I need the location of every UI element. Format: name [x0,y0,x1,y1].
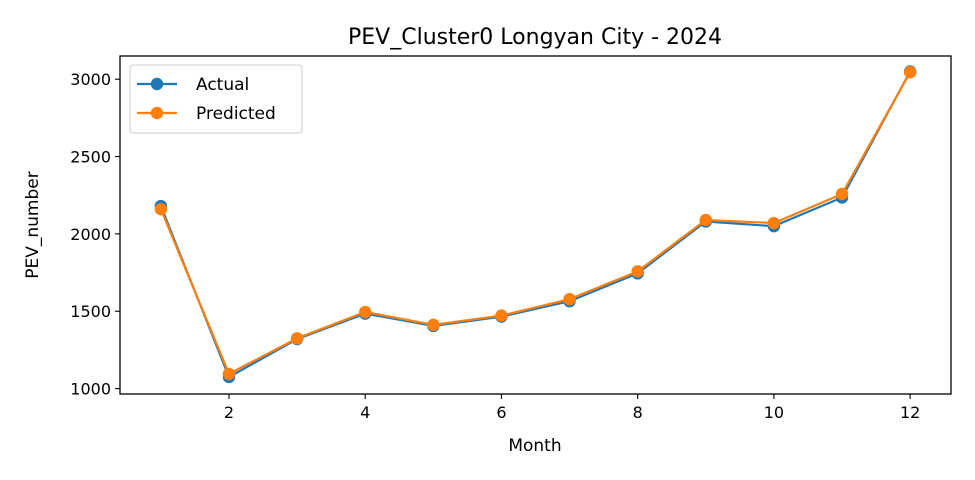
data-point-predicted [290,332,304,345]
x-tick-label: 2 [224,403,234,422]
data-point-predicted [767,216,781,230]
y-tick-label: 3000 [70,70,111,89]
y-tick-label: 1000 [70,380,111,399]
legend-marker-predicted [150,106,164,120]
y-axis-label: PEV_number [23,171,43,278]
data-point-predicted [495,309,508,322]
y-tick-label: 2000 [70,225,111,244]
legend-label-actual: Actual [196,75,249,95]
x-tick-label: 8 [633,403,643,422]
legend: Actual Predicted [129,64,303,134]
data-point-predicted [427,318,440,332]
series-line-predicted [159,71,912,375]
x-tick-label: 10 [764,403,784,422]
data-point-predicted [154,202,168,216]
data-point-predicted [631,265,644,278]
data-point-predicted [222,367,236,381]
y-axis-ticks: 1000 1500 2000 2500 3000 [70,70,120,399]
data-point-predicted [835,187,849,201]
data-point-predicted [903,66,917,79]
x-tick-label: 6 [496,403,506,422]
y-tick-label: 2500 [70,148,111,167]
x-axis-label: Month [508,436,561,456]
chart-title: PEV_Cluster0 Longyan City - 2024 [348,25,722,50]
legend-label-predicted: Predicted [196,104,276,124]
plot-area [119,55,952,395]
y-tick-label: 1500 [70,302,111,321]
data-point-predicted [563,292,576,306]
x-tick-label: 4 [360,403,370,422]
data-point-predicted [359,305,372,319]
x-tick-label: 12 [900,403,920,422]
plot-frame [119,55,952,395]
x-axis-ticks: 2 4 6 8 10 12 [224,394,920,422]
legend-marker-actual [150,77,164,91]
data-point-predicted [699,213,712,227]
legend-box [129,64,303,134]
series-layer [154,65,917,384]
